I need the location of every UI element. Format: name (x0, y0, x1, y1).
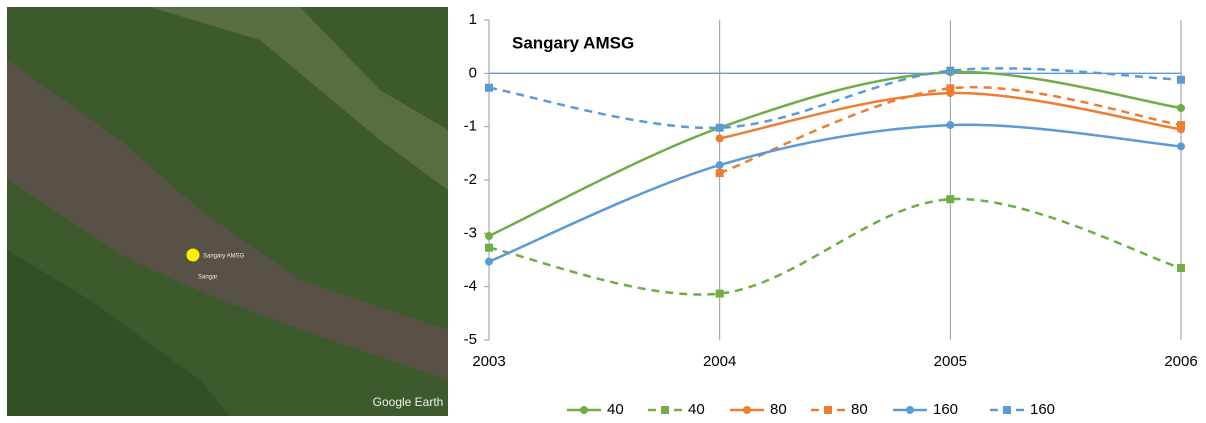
point (946, 121, 954, 129)
series-line (489, 72, 1181, 236)
legend-label: 80 (851, 401, 868, 418)
point (485, 84, 493, 92)
x-tick-label: 2006 (1164, 353, 1197, 370)
y-tick-label: -1 (464, 118, 477, 135)
point (1177, 104, 1185, 112)
legend-marker (661, 406, 669, 414)
point (1177, 142, 1185, 150)
y-tick-label: -2 (464, 171, 477, 188)
point (716, 124, 724, 132)
point (946, 67, 954, 75)
attribution: Google Earth (373, 395, 444, 409)
point (485, 244, 493, 252)
legend-label: 40 (607, 401, 624, 418)
legend-label: 80 (770, 401, 787, 418)
series-line (489, 125, 1181, 262)
y-tick-label: -5 (464, 331, 477, 348)
legend-marker (824, 406, 832, 414)
point (1177, 121, 1185, 129)
site-label: Sangary AMSG (203, 254, 245, 260)
page: Sangary AMSG Sangar Google Earth Sangary… (0, 0, 1206, 423)
legend-marker (743, 406, 751, 414)
point (946, 195, 954, 203)
point (485, 232, 493, 240)
point (716, 161, 724, 169)
point (1177, 76, 1185, 84)
y-tick-label: -3 (464, 224, 477, 241)
point (1177, 264, 1185, 272)
point (716, 134, 724, 142)
figure: Sangary AMSG Sangar Google Earth Sangary… (0, 0, 1206, 423)
legend-marker (906, 406, 914, 414)
site-marker (186, 248, 200, 262)
x-tick-label: 2003 (472, 353, 505, 370)
series-line (489, 68, 1181, 128)
legend-label: 40 (688, 401, 705, 418)
town-label: Sangar (198, 275, 217, 281)
point (485, 258, 493, 266)
y-tick-label: -4 (464, 278, 477, 295)
y-tick-label: 1 (469, 11, 477, 28)
legend-label: 160 (933, 401, 958, 418)
point (946, 84, 954, 92)
satellite-map: Sangary AMSG Sangar Google Earth (7, 7, 448, 416)
x-tick-label: 2005 (934, 353, 967, 370)
point (716, 169, 724, 177)
legend-label: 160 (1030, 401, 1055, 418)
x-tick-label: 2004 (703, 353, 736, 370)
y-tick-label: 0 (469, 64, 477, 81)
chart-title: Sangary AMSG (512, 33, 634, 52)
legend-marker (1003, 406, 1011, 414)
point (716, 290, 724, 298)
legend-marker (580, 406, 588, 414)
